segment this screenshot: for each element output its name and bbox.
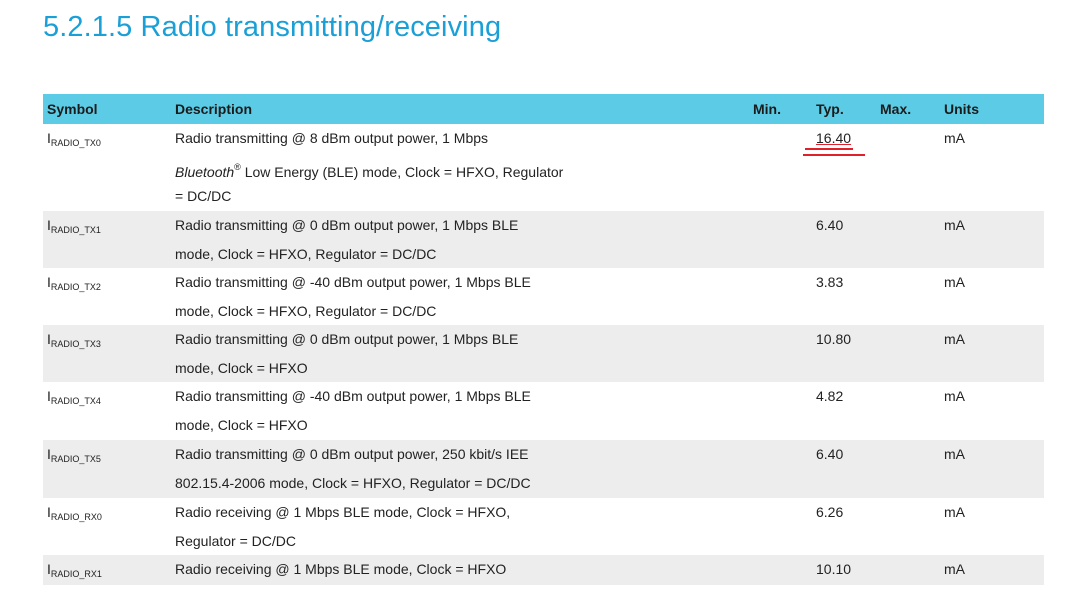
description-cell: Radio receiving @ 1 Mbps BLE mode, Clock… [175, 498, 510, 556]
symbol-cell: IRADIO_TX3 [47, 331, 101, 349]
symbol-subscript: RADIO_TX1 [50, 225, 101, 235]
description-cell: Radio transmitting @ -40 dBm output powe… [175, 268, 531, 326]
description-line: Radio transmitting @ 8 dBm output power,… [175, 130, 489, 146]
red-underline-mark [803, 154, 865, 156]
symbol-main: I [47, 331, 51, 347]
description-line: Radio transmitting @ 0 dBm output power,… [175, 217, 519, 233]
typ-value: 6.40 [816, 446, 844, 462]
description-cell: Radio transmitting @ 8 dBm output power,… [175, 124, 563, 211]
description-line: Radio transmitting @ 0 dBm output power,… [175, 446, 529, 462]
description-text: Low Energy (BLE) mode, Clock = HFXO, Reg… [240, 164, 564, 180]
table-row: IRADIO_TX3 Radio transmitting @ 0 dBm out… [43, 325, 1044, 382]
header-symbol: Symbol [47, 101, 98, 117]
description-line: Radio receiving @ 1 Mbps BLE mode, Clock… [175, 561, 507, 577]
symbol-cell: IRADIO_RX1 [47, 561, 102, 579]
unit-value: mA [944, 274, 965, 290]
typ-value: 6.40 [816, 217, 844, 233]
table-body: IRADIO_TX0 Radio transmitting @ 8 dBm out… [43, 124, 1044, 585]
description-line: mode, Clock = HFXO [175, 417, 308, 433]
typ-value: 10.80 [816, 331, 852, 347]
description-line: Bluetooth® Low Energy (BLE) mode, Clock … [175, 153, 563, 182]
table-row: IRADIO_TX4 Radio transmitting @ -40 dBm o… [43, 382, 1044, 440]
symbol-subscript: RADIO_TX0 [50, 138, 101, 148]
description-line: mode, Clock = HFXO, Regulator = DC/DC [175, 246, 437, 262]
red-underline-mark [805, 148, 853, 150]
registered-mark: ® [234, 162, 241, 172]
description-line: Radio transmitting @ -40 dBm output powe… [175, 274, 531, 290]
unit-value: mA [944, 446, 965, 462]
description-line: Radio transmitting @ 0 dBm output power,… [175, 331, 519, 347]
unit-value: mA [944, 504, 965, 520]
description-line: Radio receiving @ 1 Mbps BLE mode, Clock… [175, 504, 511, 520]
symbol-cell: IRADIO_RX0 [47, 504, 102, 522]
description-line: mode, Clock = HFXO, Regulator = DC/DC [175, 303, 437, 319]
table-row: IRADIO_RX1 Radio receiving @ 1 Mbps BLE m… [43, 555, 1044, 585]
table-row: IRADIO_TX0 Radio transmitting @ 8 dBm out… [43, 124, 1044, 211]
symbol-subscript: RADIO_TX5 [50, 454, 101, 464]
symbol-cell: IRADIO_TX0 [47, 130, 101, 148]
symbol-subscript: RADIO_TX2 [50, 282, 101, 292]
unit-value: mA [944, 331, 965, 347]
brand-italic: Bluetooth [175, 164, 235, 180]
symbol-subscript: RADIO_RX0 [50, 512, 102, 522]
table-row: IRADIO_RX0 Radio receiving @ 1 Mbps BLE m… [43, 498, 1044, 555]
symbol-cell: IRADIO_TX4 [47, 388, 101, 406]
spec-table: Symbol Description Min. Typ. Max. Units … [43, 94, 1044, 585]
symbol-main: I [47, 388, 51, 404]
description-line: 802.15.4-2006 mode, Clock = HFXO, Regula… [175, 475, 531, 491]
description-cell: Radio receiving @ 1 Mbps BLE mode, Clock… [175, 555, 506, 584]
symbol-main: I [47, 504, 51, 520]
table-row: IRADIO_TX2 Radio transmitting @ -40 dBm o… [43, 268, 1044, 325]
symbol-main: I [47, 561, 51, 577]
header-typ: Typ. [816, 101, 844, 117]
header-description: Description [175, 101, 253, 117]
section-title: 5.2.1.5 Radio transmitting/receiving [43, 11, 502, 43]
typ-value: 3.83 [816, 274, 844, 290]
header-units: Units [944, 101, 979, 117]
table-row: IRADIO_TX1 Radio transmitting @ 0 dBm out… [43, 211, 1044, 268]
typ-value: 4.82 [816, 388, 844, 404]
symbol-main: I [47, 217, 51, 233]
symbol-cell: IRADIO_TX2 [47, 274, 101, 292]
table-header: Symbol Description Min. Typ. Max. Units [43, 94, 1044, 124]
unit-value: mA [944, 217, 965, 233]
description-cell: Radio transmitting @ 0 dBm output power,… [175, 325, 518, 383]
header-min: Min. [753, 101, 781, 117]
description-line: Regulator = DC/DC [175, 533, 296, 549]
description-line: = DC/DC [175, 188, 232, 204]
symbol-subscript: RADIO_RX1 [50, 569, 102, 579]
symbol-cell: IRADIO_TX5 [47, 446, 101, 464]
symbol-subscript: RADIO_TX3 [50, 339, 101, 349]
unit-value: mA [944, 388, 965, 404]
typ-value: 16.40 [816, 130, 852, 146]
description-cell: Radio transmitting @ -40 dBm output powe… [175, 382, 531, 440]
header-max: Max. [880, 101, 912, 117]
symbol-cell: IRADIO_TX1 [47, 217, 101, 235]
typ-value: 6.26 [816, 504, 844, 520]
table-row: IRADIO_TX5 Radio transmitting @ 0 dBm out… [43, 440, 1044, 498]
description-line: mode, Clock = HFXO [175, 360, 308, 376]
symbol-main: I [47, 130, 51, 146]
symbol-subscript: RADIO_TX4 [50, 396, 101, 406]
description-line: Radio transmitting @ -40 dBm output powe… [175, 388, 531, 404]
unit-value: mA [944, 130, 965, 146]
symbol-main: I [47, 446, 51, 462]
description-cell: Radio transmitting @ 0 dBm output power,… [175, 211, 518, 269]
typ-value: 10.10 [816, 561, 852, 577]
unit-value: mA [944, 561, 965, 577]
symbol-main: I [47, 274, 51, 290]
description-cell: Radio transmitting @ 0 dBm output power,… [175, 440, 531, 498]
